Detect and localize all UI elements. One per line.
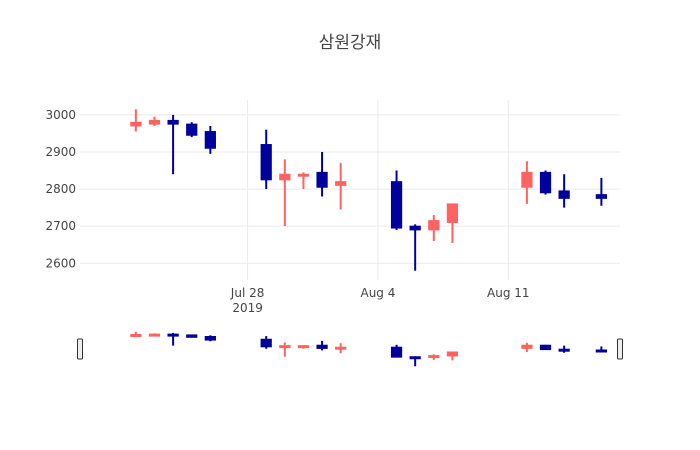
decreasing-candle (260, 129, 272, 190)
slider-candle (297, 345, 310, 349)
slider-candle-body (316, 344, 328, 349)
slider-candle (260, 336, 272, 349)
decreasing-candle (167, 114, 179, 175)
slider-candle-body (521, 344, 533, 349)
slider-candle (595, 346, 607, 353)
increasing-candle (335, 163, 347, 210)
slider-candle-body (167, 333, 179, 337)
slider-candle-body (260, 338, 272, 348)
slider-candle-body (130, 334, 142, 338)
y-tick-label: 3000 (45, 108, 76, 122)
candle-body (167, 119, 179, 125)
slider-candle (167, 332, 179, 346)
y-tick-label: 2600 (45, 256, 76, 270)
decreasing-candle (595, 177, 607, 206)
slider-right-handle[interactable] (617, 338, 623, 360)
decreasing-candle (316, 151, 328, 197)
y-tick-label: 2700 (45, 219, 76, 233)
slider-candle-body (204, 335, 216, 341)
chart-title: 삼원강재 (319, 33, 382, 53)
grid-layer (80, 100, 620, 280)
slider-candle (335, 343, 347, 354)
candle-body (297, 173, 310, 177)
range-slider[interactable] (77, 331, 623, 367)
slider-candle (409, 356, 421, 367)
decreasing-candle (204, 125, 216, 154)
decreasing-candle (409, 224, 421, 271)
increasing-candle (148, 116, 161, 126)
candle-body (390, 181, 403, 229)
slider-candle-body (428, 355, 440, 359)
candle-body (595, 194, 607, 199)
slider-candle-body (539, 344, 552, 351)
candle-body (279, 173, 291, 181)
increasing-candle (297, 172, 310, 190)
slider-candle (279, 342, 291, 357)
candle-body (409, 225, 421, 231)
x-tick-label: Aug 4 (360, 286, 395, 300)
candles-layer (130, 109, 607, 271)
candle-body (446, 203, 459, 223)
candle-body (539, 171, 552, 194)
y-tick-label: 2800 (45, 182, 76, 196)
slider-candle (148, 333, 161, 337)
x-tick-label: Jul 28 (230, 286, 265, 300)
candle-body (558, 190, 570, 199)
decreasing-candle (186, 122, 198, 138)
candle-body (335, 181, 347, 186)
slider-candle (539, 344, 552, 351)
candle-body (521, 171, 533, 188)
slider-candle-body (297, 345, 310, 349)
increasing-candle (428, 215, 440, 242)
candle-body (316, 171, 328, 188)
slider-candle-body (595, 349, 607, 353)
increasing-candle (521, 161, 533, 204)
slider-candle-body (148, 333, 161, 337)
candle-body (260, 144, 272, 181)
x-tick-label: Aug 11 (487, 286, 530, 300)
y-axis: 2600 2700 2800 2900 3000 (45, 108, 76, 270)
candle-body (186, 123, 198, 136)
slider-candle (521, 342, 533, 352)
slider-left-handle[interactable] (77, 338, 83, 360)
increasing-candle (446, 203, 459, 243)
slider-candle (316, 340, 328, 351)
slider-candle-body (186, 334, 198, 338)
candle-body (130, 121, 142, 127)
slider-candle-body (409, 356, 421, 360)
slider-candle-body (446, 351, 459, 357)
slider-candle (428, 354, 440, 360)
decreasing-candle (539, 170, 552, 195)
x-tick-sublabel: 2019 (232, 301, 263, 315)
slider-candle (204, 335, 216, 342)
candle-body (428, 220, 440, 231)
slider-candle (186, 334, 198, 338)
slider-candle-body (335, 346, 347, 350)
candle-body (148, 119, 161, 125)
decreasing-candle (390, 170, 403, 230)
slider-candle-body (279, 345, 291, 349)
decreasing-candle (558, 174, 570, 208)
slider-candle-body (558, 348, 570, 352)
slider-candle (390, 344, 403, 358)
increasing-candle (130, 109, 142, 132)
candle-body (204, 131, 216, 149)
slider-candle-body (390, 346, 403, 358)
increasing-candle (279, 159, 291, 227)
slider-candle (130, 331, 142, 338)
slider-candle (558, 345, 570, 353)
y-tick-label: 2900 (45, 145, 76, 159)
slider-candle (446, 351, 459, 361)
